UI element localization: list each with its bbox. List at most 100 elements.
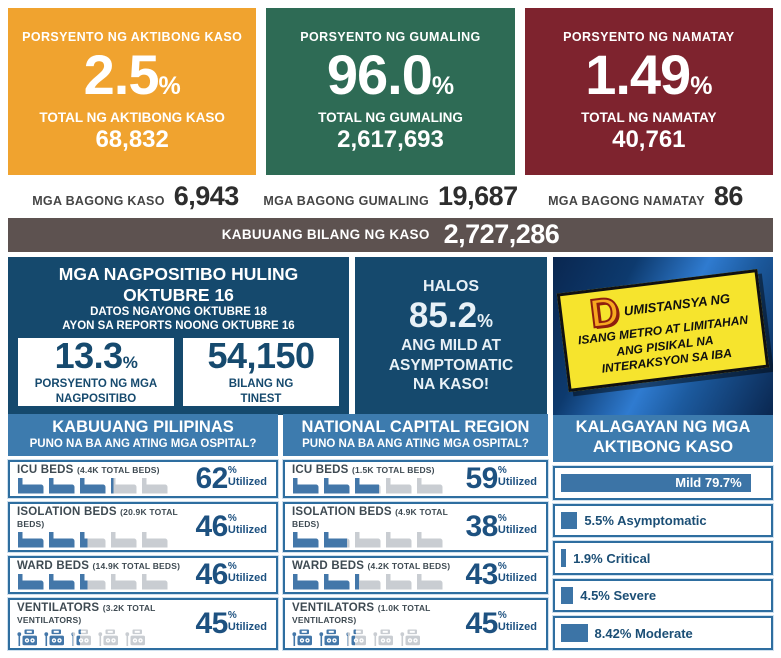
- bed-icon: [48, 574, 75, 590]
- bar-fill: [561, 549, 567, 567]
- status-column-header: KALAGAYAN NG MGA AKTIBONG KASO: [553, 414, 773, 463]
- ward-beds-row: WARD BEDS (14.9K TOTAL BEDS) 46% Utilized: [7, 555, 279, 596]
- bed-icons-row: [17, 532, 192, 548]
- tested-count-box: 54,150 BILANG NG TINEST: [183, 338, 339, 407]
- active-case-status-column: KALAGAYAN NG MGA AKTIBONG KASO Mild 79.7…: [552, 414, 774, 651]
- bed-icon: [17, 478, 44, 494]
- bed-icon: [323, 478, 350, 494]
- bar-fill: [561, 511, 578, 530]
- total-cases-strip: KABUUANG BILANG NG KASO 2,727,286: [8, 217, 773, 253]
- bed-icon: [323, 574, 350, 590]
- ventilator-icon: [98, 628, 121, 647]
- bar-label: 1.9% Critical: [573, 550, 651, 566]
- card-total: 40,761: [612, 126, 686, 154]
- positivity-title: MGA NAGPOSITIBO HULING OKTUBRE 16: [58, 264, 299, 305]
- ventilators-row: VENTILATORS (1.0K TOTAL VENTILATORS) 45%…: [282, 597, 549, 652]
- bed-icon: [110, 532, 137, 548]
- philippines-hospital-column: KABUUANG PILIPINAS PUNO NA BA ANG ATING …: [7, 414, 279, 652]
- bed-icon: [354, 532, 381, 548]
- status-bar-asymptomatic: 5.5% Asymptomatic: [552, 502, 774, 539]
- ventilator-icon: [292, 628, 315, 647]
- bed-icon: [17, 532, 44, 548]
- card-subtitle: TOTAL NG GUMALING: [318, 110, 463, 126]
- card-title: PORSYENTO NG NAMATAY: [563, 30, 735, 45]
- bar-fill: [561, 624, 588, 643]
- ward-beds-row: WARD BEDS (4.2K TOTAL BEDS) 43% Utilized: [282, 555, 549, 596]
- mild-intro: HALOS: [423, 278, 479, 296]
- bar-label: Mild 79.7%: [675, 475, 742, 491]
- mild-percent: 85.2%: [408, 296, 494, 336]
- bed-icon: [79, 574, 106, 590]
- card-percent: 1.49%: [585, 43, 713, 107]
- utilization-value: 43% Utilized: [465, 558, 538, 592]
- mild-line-3: NA KASO!: [412, 376, 490, 394]
- advisory-panel: D UMISTANSYA NG ISANG METRO AT LIMITAHAN…: [553, 257, 773, 416]
- card-total: 2,617,693: [337, 126, 444, 154]
- total-cases-label: KABUUANG BILANG NG KASO: [221, 227, 430, 243]
- positivity-rate-box: 13.3% PORSYENTO NG MGA NAGPOSITIBO: [18, 338, 174, 407]
- ventilator-icon: [346, 628, 369, 647]
- utilization-value: 45% Utilized: [465, 607, 538, 641]
- status-bar-critical: 1.9% Critical: [552, 540, 774, 576]
- ncr-column-header: NATIONAL CAPITAL REGION PUNO NA BA ANG A…: [283, 414, 548, 457]
- bed-icon: [323, 532, 350, 548]
- advisory-line-1: UMISTANSYA NG: [622, 290, 731, 319]
- bed-icon: [416, 532, 443, 548]
- bed-icons-row: [17, 478, 192, 494]
- card-percent: 96.0%: [326, 43, 455, 107]
- utilization-value: 59% Utilized: [465, 462, 538, 496]
- bar-fill: Mild 79.7%: [561, 473, 751, 492]
- new-recovered-stat: MGA BAGONG GUMALING 19,687: [263, 180, 518, 211]
- card-total: 68,832: [95, 126, 169, 154]
- icu-beds-row: ICU BEDS (1.5K TOTAL BEDS) 59% Utilized: [282, 459, 549, 500]
- isolation-beds-row: ISOLATION BEDS (20.9K TOTAL BEDS) 46% Uti…: [7, 501, 279, 554]
- bed-icon: [354, 574, 381, 590]
- bar-label: 4.5% Severe: [580, 588, 657, 604]
- bed-icons-row: [17, 574, 192, 590]
- bed-icon: [385, 574, 412, 590]
- bed-icons-row: [292, 574, 462, 590]
- bed-icon: [385, 532, 412, 548]
- ncr-hospital-column: NATIONAL CAPITAL REGION PUNO NA BA ANG A…: [282, 414, 549, 652]
- card-title: PORSYENTO NG GUMALING: [300, 30, 481, 45]
- bar-fill: [561, 586, 574, 605]
- bed-icon: [48, 478, 75, 494]
- positivity-boxes: 13.3% PORSYENTO NG MGA NAGPOSITIBO 54,150…: [18, 338, 339, 407]
- ventilator-icon: [17, 628, 40, 647]
- card-subtitle: TOTAL NG NAMATAY: [581, 110, 717, 126]
- positivity-panel: MGA NAGPOSITIBO HULING OKTUBRE 16 DATOS …: [8, 257, 349, 416]
- positivity-rate-label: PORSYENTO NG MGA NAGPOSITIBO: [34, 378, 158, 405]
- ventilator-icons-row: [17, 628, 192, 647]
- utilization-value: 38% Utilized: [465, 510, 538, 544]
- ventilator-icon: [125, 628, 148, 647]
- active-cases-card: PORSYENTO NG AKTIBONG KASO 2.5% TOTAL NG…: [8, 8, 257, 175]
- bed-icon: [416, 478, 443, 494]
- mild-asymptomatic-panel: HALOS 85.2% ANG MILD AT ASYMPTOMATIC NA …: [355, 257, 547, 416]
- status-bar-severe: 4.5% Severe: [552, 577, 774, 614]
- bar-label: 8.42% Moderate: [594, 625, 693, 641]
- ventilator-icons-row: [292, 628, 462, 647]
- isolation-beds-row: ISOLATION BEDS (4.9K TOTAL BEDS) 38% Util…: [282, 501, 549, 554]
- positivity-subtitle-2: AYON SA REPORTS NOONG OKTUBRE 16: [62, 320, 295, 333]
- ventilator-icon: [373, 628, 396, 647]
- icu-beds-row: ICU BEDS (4.4K TOTAL BEDS) 62% Utilized: [7, 459, 279, 500]
- mild-line-1: ANG MILD AT: [401, 337, 501, 355]
- bed-icon: [141, 532, 168, 548]
- summary-cards: PORSYENTO NG AKTIBONG KASO 2.5% TOTAL NG…: [8, 8, 773, 175]
- utilization-value: 46% Utilized: [195, 510, 268, 544]
- mild-line-2: ASYMPTOMATIC: [388, 356, 514, 374]
- ventilator-icon: [319, 628, 342, 647]
- utilization-value: 46% Utilized: [195, 558, 268, 592]
- status-bar-moderate: 8.42% Moderate: [552, 615, 774, 651]
- new-cases-stat: MGA BAGONG KASO 6,943: [32, 180, 239, 211]
- utilization-value: 45% Utilized: [195, 607, 268, 641]
- bed-icon: [79, 478, 106, 494]
- bed-icon: [110, 574, 137, 590]
- tested-count-label: BILANG NG TINEST: [228, 378, 294, 405]
- bed-icons-row: [292, 532, 462, 548]
- ventilator-icon: [71, 628, 94, 647]
- bar-label: 5.5% Asymptomatic: [584, 512, 707, 528]
- card-subtitle: TOTAL NG AKTIBONG KASO: [39, 110, 225, 126]
- ventilator-icon: [44, 628, 67, 647]
